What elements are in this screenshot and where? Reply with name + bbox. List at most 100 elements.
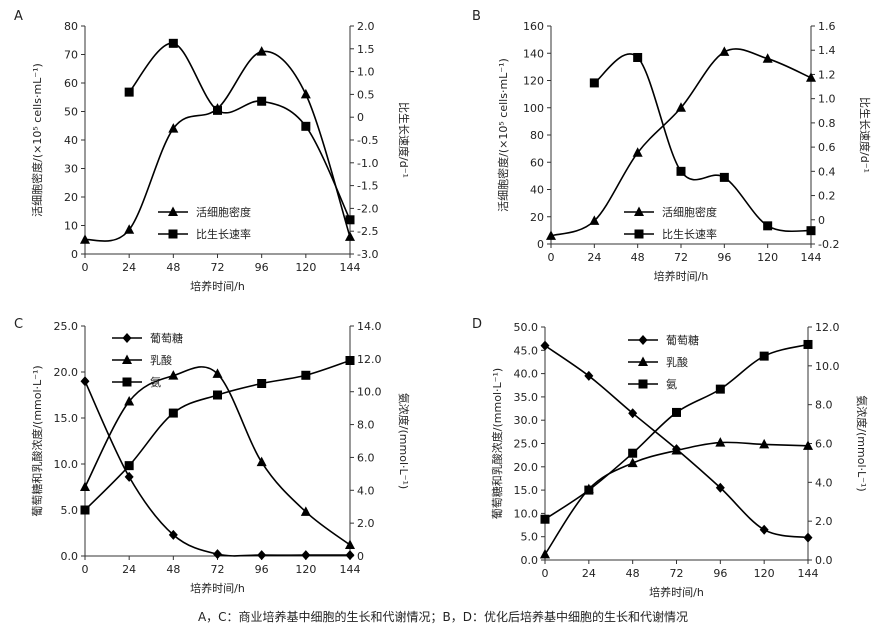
x-tick-label: 72 xyxy=(211,261,225,274)
x-tick-label: 0 xyxy=(82,563,89,576)
right-tick-label: 8.0 xyxy=(815,399,833,412)
square-marker xyxy=(122,377,132,387)
x-tick-label: 96 xyxy=(717,251,731,264)
left-tick-label: 10.0 xyxy=(514,507,539,520)
square-marker xyxy=(676,166,686,176)
triangle-marker xyxy=(627,457,638,468)
right-tick-label: -0.5 xyxy=(357,134,378,147)
triangle-marker xyxy=(806,72,816,82)
square-marker xyxy=(803,339,813,349)
legend-label: 葡萄糖 xyxy=(150,331,183,345)
square-marker xyxy=(168,229,178,239)
right-y-axis-title: 比生长速度/d⁻¹ xyxy=(397,102,411,178)
legend-label: 比生长速率 xyxy=(662,227,717,241)
left-tick-label: 15.0 xyxy=(54,412,79,425)
diamond-marker xyxy=(122,333,132,343)
right-tick-label: 0.5 xyxy=(357,88,375,101)
triangle-marker xyxy=(345,231,355,241)
x-tick-label: 144 xyxy=(798,567,819,580)
triangle-marker xyxy=(122,354,132,364)
triangle-marker xyxy=(256,46,267,56)
x-tick-label: 48 xyxy=(626,567,640,580)
left-tick-label: 20.0 xyxy=(54,366,79,379)
left-tick-label: 20.0 xyxy=(514,461,539,474)
left-tick-label: 40 xyxy=(64,134,78,147)
right-tick-label: 1.4 xyxy=(818,44,836,57)
triangle-marker xyxy=(124,395,135,406)
left-tick-label: 70 xyxy=(64,49,78,62)
x-tick-label: 96 xyxy=(255,563,269,576)
left-y-axis-title: 葡萄糖和乳酸浓度/(mmol·L⁻¹) xyxy=(30,365,44,516)
right-tick-label: 2.0 xyxy=(357,20,375,33)
right-tick-label: 0.8 xyxy=(818,117,836,130)
right-tick-label: 2.0 xyxy=(815,515,833,528)
chart-layer: 0 10 20 30 40 50 60 70 80 -3.0 -2.5 -2.0 -1.5 -1.0 -0.… xyxy=(30,20,872,599)
x-tick-label: 24 xyxy=(122,563,136,576)
square-marker xyxy=(634,229,644,239)
square-marker xyxy=(168,408,178,418)
x-tick-label: 24 xyxy=(122,261,136,274)
left-tick-label: 40 xyxy=(530,184,544,197)
diamond-marker xyxy=(345,550,355,561)
series-line xyxy=(128,42,351,221)
x-tick-label: 24 xyxy=(582,567,596,580)
right-tick-label: 1.6 xyxy=(818,20,836,33)
left-tick-label: 5.0 xyxy=(61,504,79,517)
series-line xyxy=(593,53,812,233)
diamond-marker xyxy=(584,370,594,381)
right-tick-label: 6.0 xyxy=(815,438,833,451)
x-tick-label: 48 xyxy=(166,261,180,274)
right-tick-label: 2.0 xyxy=(357,517,375,530)
diamond-marker xyxy=(124,471,134,482)
triangle-marker xyxy=(540,548,550,559)
square-marker xyxy=(763,221,773,231)
triangle-marker xyxy=(715,437,726,447)
right-tick-label: 12.0 xyxy=(815,321,840,334)
series-line xyxy=(544,344,809,539)
series-line xyxy=(544,441,809,555)
triangle-marker xyxy=(759,438,770,449)
triangle-marker xyxy=(546,230,556,240)
triangle-marker xyxy=(168,123,179,133)
triangle-marker xyxy=(632,147,643,157)
right-tick-label: -1.5 xyxy=(357,180,378,193)
diamond-marker xyxy=(803,532,813,543)
left-tick-label: 140 xyxy=(523,47,544,60)
x-tick-label: 72 xyxy=(674,251,688,264)
square-marker xyxy=(715,384,725,394)
triangle-marker xyxy=(80,234,90,244)
right-tick-label: 1.0 xyxy=(818,93,836,106)
right-y-axis-title: 氨浓度/(mmol·L⁻¹) xyxy=(397,393,411,489)
figure-caption: A，C：商业培养基中细胞的生长和代谢情况；B，D：优化后培养基中细胞的生长和代谢… xyxy=(197,610,689,624)
triangle-marker xyxy=(168,370,179,380)
square-marker xyxy=(584,485,594,495)
square-marker xyxy=(345,215,355,225)
legend-label: 氨 xyxy=(666,378,677,391)
square-marker xyxy=(719,172,729,182)
square-marker xyxy=(257,96,267,106)
left-tick-label: 80 xyxy=(530,129,544,142)
triangle-marker xyxy=(345,539,355,549)
square-marker xyxy=(672,407,681,417)
right-tick-label: -1.0 xyxy=(357,157,378,170)
diamond-marker xyxy=(628,408,638,419)
square-marker xyxy=(759,351,769,361)
x-tick-label: 0 xyxy=(82,261,89,274)
legend-label: 活细胞密度 xyxy=(196,205,251,219)
triangle-marker xyxy=(124,224,135,234)
right-tick-label: 12.0 xyxy=(357,353,382,366)
right-tick-label: 0.4 xyxy=(818,165,836,178)
right-tick-label: -3.0 xyxy=(357,248,378,261)
square-marker xyxy=(633,52,643,62)
square-marker xyxy=(257,379,267,388)
x-tick-label: 24 xyxy=(587,251,601,264)
x-tick-label: 0 xyxy=(542,567,549,580)
square-marker xyxy=(589,78,599,88)
x-tick-label: 120 xyxy=(295,563,316,576)
right-tick-label: 0.0 xyxy=(815,554,833,567)
right-tick-label: 1.5 xyxy=(357,43,375,56)
right-tick-label: 1.2 xyxy=(818,68,836,81)
left-tick-label: 30 xyxy=(64,163,78,176)
diamond-marker xyxy=(301,550,311,561)
